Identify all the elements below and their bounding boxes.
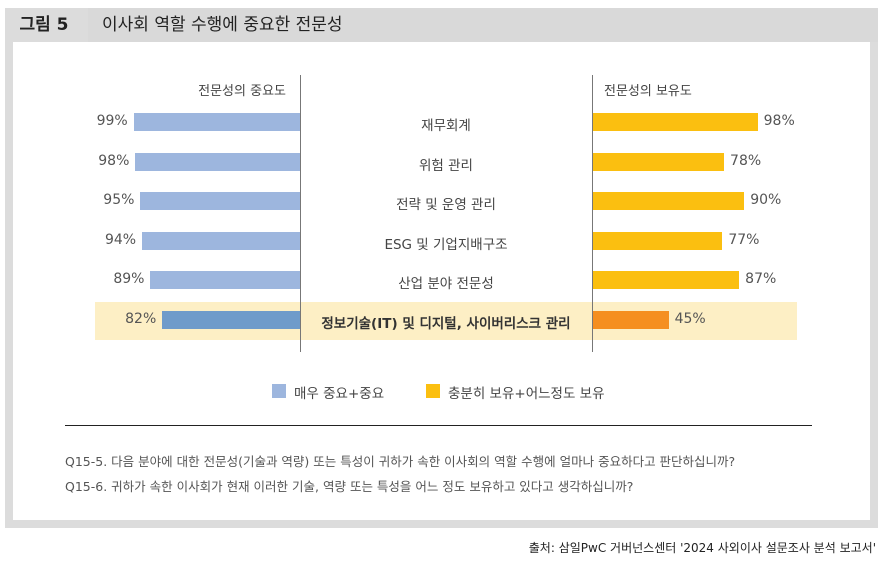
importance-value-label: 94% <box>104 231 137 248</box>
importance-bar <box>162 311 300 329</box>
legend-swatch-importance <box>272 384 286 398</box>
importance-bar <box>135 152 300 171</box>
possession-value-label: 45% <box>674 311 706 327</box>
importance-value-label: 99% <box>96 113 128 129</box>
figure-title: 이사회 역할 수행에 중요한 전문성 <box>88 8 878 42</box>
right-header: 전문성의 보유도 <box>604 84 692 99</box>
importance-value-label: 89% <box>113 271 145 288</box>
legend-swatch-possession <box>426 384 440 398</box>
category-label: ESG 및 기업지배구조 <box>384 236 508 253</box>
category-label: 위험 관리 <box>419 157 473 174</box>
possession-value-label: 77% <box>728 231 760 248</box>
category-label: 정보기술(IT) 및 디지털, 사이버리스크 관리 <box>321 316 571 332</box>
question-q15-6: Q15-6. 귀하가 속한 이사회가 현재 이러한 기술, 역량 또는 특성을 … <box>65 479 634 494</box>
possession-value-label: 78% <box>730 152 762 169</box>
importance-value-label: 98% <box>98 152 130 169</box>
divider-line <box>65 425 812 426</box>
possession-bar <box>593 113 758 131</box>
possession-bar <box>593 311 669 329</box>
possession-value-label: 87% <box>745 271 777 288</box>
legend-label-possession: 충분히 보유+어느정도 보유 <box>448 386 605 402</box>
figure-label: 그림 5 <box>5 8 83 42</box>
category-label: 산업 분야 전문성 <box>398 276 494 293</box>
category-label: 재무회계 <box>421 118 471 134</box>
possession-bar <box>593 152 725 171</box>
possession-value-label: 98% <box>763 113 795 129</box>
importance-bar <box>150 271 300 290</box>
importance-bar <box>140 192 300 211</box>
legend-label-importance: 매우 중요+중요 <box>294 386 385 402</box>
left-header: 전문성의 중요도 <box>198 84 286 99</box>
importance-value-label: 95% <box>103 192 135 209</box>
importance-bar <box>133 113 300 131</box>
possession-bar <box>593 271 740 290</box>
possession-bar <box>593 231 723 250</box>
source-note: 출처: 삼일PwC 거버넌스센터 '2024 사외이사 설문조사 분석 보고서' <box>528 541 876 555</box>
possession-value-label: 90% <box>750 192 782 209</box>
importance-value-label: 82% <box>125 311 157 327</box>
category-label: 전략 및 운영 관리 <box>396 197 496 214</box>
importance-bar <box>142 231 300 250</box>
right-axis-line <box>592 75 593 352</box>
possession-bar <box>593 192 745 211</box>
left-axis-line <box>300 75 301 352</box>
question-q15-5: Q15-5. 다음 분야에 대한 전문성(기술과 역량) 또는 특성이 귀하가 … <box>65 454 736 469</box>
